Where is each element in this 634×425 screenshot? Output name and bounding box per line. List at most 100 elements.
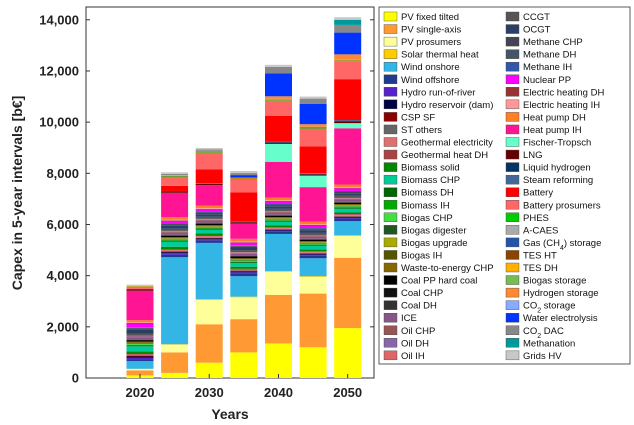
bar-segment xyxy=(230,179,258,193)
bar-segment xyxy=(334,121,362,124)
bar-segment xyxy=(265,96,292,99)
bar-segment xyxy=(161,257,189,345)
bar-segment xyxy=(265,212,292,215)
y-axis: 0 2,000 4,000 6,000 8,000 10,000 12,000 14,000 xyxy=(39,12,374,386)
bar-segment xyxy=(265,206,292,209)
bar-segment xyxy=(195,208,223,209)
legend-item: Biogas upgrade xyxy=(383,237,468,249)
bar-segment xyxy=(265,205,292,207)
legend-swatch xyxy=(505,162,520,172)
bar-segment xyxy=(265,204,292,206)
bar-segment xyxy=(265,220,292,221)
legend-swatch xyxy=(505,112,520,122)
legend-item: Waste-to-energy CHP xyxy=(383,262,494,274)
bar-segment xyxy=(334,205,362,206)
legend-label: PV fixed tilted xyxy=(401,12,459,23)
bar-segment xyxy=(265,210,292,212)
legend-swatch xyxy=(383,187,398,197)
bar-segment xyxy=(161,238,189,239)
bar-segment xyxy=(161,238,189,240)
bar-segment xyxy=(299,244,327,246)
bar-segment xyxy=(299,236,327,239)
bar-segment xyxy=(161,252,189,254)
bar-segment xyxy=(265,64,292,67)
legend-label: Biogas digester xyxy=(401,225,466,236)
bar-segment xyxy=(299,221,327,225)
legend-swatch xyxy=(383,212,398,223)
legend-swatch xyxy=(505,99,520,110)
bar-segment xyxy=(195,222,223,224)
bar-segment xyxy=(299,239,327,240)
bar-segment xyxy=(126,289,154,291)
bar-segment xyxy=(230,266,258,269)
bar-segment xyxy=(126,286,154,287)
legend-swatch xyxy=(505,49,520,59)
legend-label: Biogas CHP xyxy=(401,213,453,224)
bar-segment xyxy=(299,347,327,378)
bar-stack-2035 xyxy=(230,171,258,378)
legend-label: Battery prosumers xyxy=(523,200,601,211)
legend-item: Methane DH xyxy=(505,49,576,61)
legend-swatch xyxy=(505,313,520,323)
bar-segment xyxy=(126,346,154,352)
legend-swatch xyxy=(505,225,520,235)
legend-item: Electric heating IH xyxy=(505,99,600,111)
bar-segment xyxy=(161,372,189,378)
bar-segment xyxy=(195,299,223,300)
bar-segment xyxy=(126,345,154,347)
bar-segment xyxy=(161,224,189,226)
bar-segment xyxy=(161,249,189,251)
legend-label: Steam reforming xyxy=(523,175,593,186)
legend-label: ICE xyxy=(401,313,417,324)
bar-segment xyxy=(195,236,223,238)
bar-segment xyxy=(126,357,154,360)
bar-segment xyxy=(334,206,362,208)
bar-segment xyxy=(334,257,362,329)
bar-segment xyxy=(299,174,327,176)
bar-segment xyxy=(265,218,292,219)
bar-segment xyxy=(126,336,154,337)
bar-segment xyxy=(195,324,223,363)
bar-segment xyxy=(334,216,362,217)
bar-segment xyxy=(265,271,292,295)
x-tick-label: 2020 xyxy=(126,385,155,400)
bar-segment xyxy=(195,233,223,236)
bar-segment xyxy=(265,141,292,143)
legend-label: OCGT xyxy=(523,25,551,36)
bar-segment xyxy=(161,191,189,193)
bar-segment xyxy=(230,221,258,223)
legend-item: PV single-axis xyxy=(383,24,461,36)
bar-segment xyxy=(265,201,292,205)
bar-segment xyxy=(334,216,362,218)
legend-swatch xyxy=(505,250,520,260)
bar-segment xyxy=(195,185,223,206)
bar-segment xyxy=(126,341,154,343)
bar-segment xyxy=(265,197,292,201)
bar-segment xyxy=(126,353,154,355)
bar-segment xyxy=(299,258,327,277)
legend-swatch xyxy=(383,300,398,310)
legend-label: Methane DH xyxy=(523,50,576,61)
legend-label: Biomass DH xyxy=(401,188,454,199)
bar-segment xyxy=(161,220,189,224)
bar-segment xyxy=(299,173,327,174)
legend-item: CCGT xyxy=(505,11,550,23)
bar-segment xyxy=(161,173,189,176)
bar-segment xyxy=(126,337,154,340)
bar-segment xyxy=(334,204,362,206)
bar-segment xyxy=(161,239,189,241)
legend-label: Methane CHP xyxy=(523,37,583,48)
bar-segment xyxy=(126,356,154,357)
bar-segment xyxy=(230,242,258,243)
bar-segment xyxy=(265,218,292,220)
legend-box xyxy=(378,6,631,365)
legend-swatch xyxy=(505,300,520,310)
bar-segment xyxy=(126,343,154,344)
legend-swatch xyxy=(383,325,398,335)
bar-segment xyxy=(334,214,362,216)
legend-label: Coal CHP xyxy=(401,288,443,299)
legend-label: Biomass solid xyxy=(401,163,460,174)
bar-segment xyxy=(230,178,258,179)
bar-segment xyxy=(265,229,292,231)
